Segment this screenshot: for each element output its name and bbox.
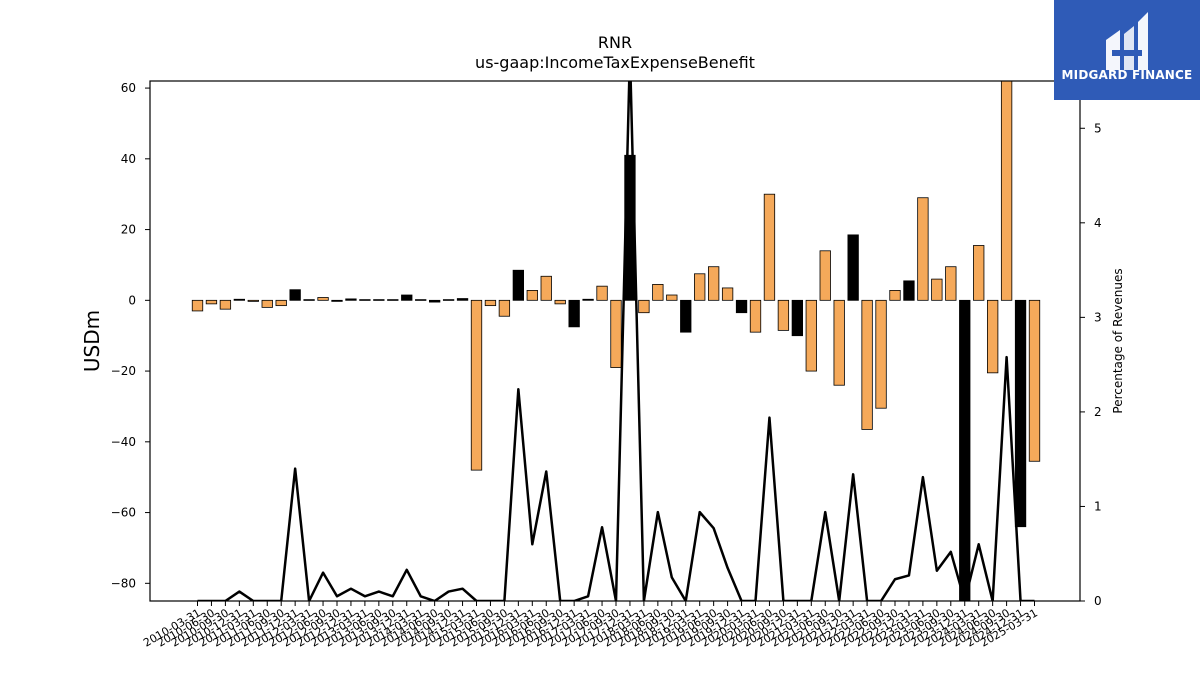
bar-27 <box>568 299 580 328</box>
y-tick-label-7: 60 <box>121 81 136 95</box>
bar-28 <box>582 298 594 301</box>
bar-12 <box>359 299 371 301</box>
bar-38 <box>721 287 734 301</box>
bar-6 <box>275 299 287 307</box>
y-tick-label-3: −20 <box>111 364 136 378</box>
y2-tick-label-0: 0 <box>1094 594 1102 608</box>
bar-46 <box>833 299 845 386</box>
bar-2 <box>219 299 232 310</box>
bar-33 <box>652 283 664 301</box>
bar-56 <box>973 245 985 301</box>
bar-4 <box>247 299 259 302</box>
bar-39 <box>735 299 748 314</box>
y-axis-label: USDm <box>80 310 104 372</box>
logo-mark-icon <box>1106 12 1148 70</box>
y-tick-label-4: 0 <box>128 293 136 307</box>
bar-47 <box>847 234 859 301</box>
bar-54 <box>945 266 957 301</box>
bar-22 <box>498 299 511 317</box>
bar-37 <box>708 266 720 301</box>
bar-42 <box>777 299 790 331</box>
bar-36 <box>694 273 706 301</box>
bar-23 <box>512 269 524 301</box>
bar-14 <box>387 299 399 301</box>
chart-title: RNR <box>598 33 632 52</box>
bar-53 <box>931 278 943 301</box>
y2-tick-label-2: 2 <box>1094 405 1102 419</box>
y2-tick-label-4: 4 <box>1094 216 1102 230</box>
bar-13 <box>373 299 385 301</box>
bar-55 <box>959 299 971 602</box>
y-tick-label-0: −80 <box>111 576 136 590</box>
midgard-finance-logo: MIDGARD FINANCE <box>1054 0 1200 100</box>
bar-15 <box>401 294 413 301</box>
y2-tick-label-5: 5 <box>1094 121 1102 135</box>
bar-11 <box>345 298 357 301</box>
bar-16 <box>415 299 427 301</box>
bar-7 <box>289 289 301 301</box>
bar-3 <box>233 298 246 301</box>
bar-24 <box>526 290 538 301</box>
bar-26 <box>554 299 566 305</box>
y2-axis-label: Percentage of Revenues <box>1111 268 1125 413</box>
bar-52 <box>917 197 929 301</box>
bar-10 <box>331 299 343 302</box>
bar-34 <box>666 294 678 301</box>
bar-41 <box>763 193 776 301</box>
pct-line <box>197 81 1035 601</box>
bar-50 <box>889 290 901 301</box>
bar-57 <box>987 299 999 374</box>
y2-tick-label-1: 1 <box>1094 499 1102 513</box>
bar-60 <box>1028 299 1041 462</box>
y-tick-label-6: 40 <box>121 152 136 166</box>
bar-51 <box>903 280 915 301</box>
bar-25 <box>540 275 552 301</box>
bar-48 <box>861 299 873 430</box>
bar-5 <box>261 299 273 308</box>
plot-frame <box>149 80 1081 602</box>
bar-0 <box>191 299 204 312</box>
y-tick-label-5: 20 <box>121 223 136 237</box>
y2-tick-label-3: 3 <box>1094 310 1102 324</box>
y-tick-label-1: −60 <box>111 506 136 520</box>
bar-21 <box>484 299 497 307</box>
bars-group <box>191 80 1041 602</box>
x-axis: 2010-03-312010-06-302010-09-302010-12-31… <box>141 601 1040 650</box>
bar-18 <box>442 299 455 301</box>
bar-9 <box>317 297 329 301</box>
bar-44 <box>805 299 817 372</box>
logo-text: MIDGARD FINANCE <box>1061 68 1193 82</box>
bar-40 <box>749 299 762 333</box>
bar-29 <box>596 285 608 301</box>
bar-32 <box>638 299 650 314</box>
chart-subtitle: us-gaap:IncomeTaxExpenseBenefit <box>475 53 755 72</box>
bar-45 <box>819 250 831 301</box>
bar-8 <box>303 299 315 301</box>
bar-20 <box>470 299 483 471</box>
y-tick-label-2: −40 <box>111 435 136 449</box>
bar-58 <box>1000 80 1013 301</box>
bar-19 <box>456 298 469 301</box>
bar-17 <box>428 299 441 303</box>
y2-axis: 0 1 2 3 4 5 <box>1080 121 1102 608</box>
bar-49 <box>875 299 887 409</box>
y-axis: −80 −60 −40 −20 0 20 40 60 <box>111 81 150 590</box>
bar-43 <box>791 299 803 337</box>
pct-line-group <box>197 81 1035 601</box>
bar-35 <box>680 299 692 333</box>
bar-1 <box>205 299 218 305</box>
bar-30 <box>610 299 622 368</box>
bar-59 <box>1014 299 1027 528</box>
